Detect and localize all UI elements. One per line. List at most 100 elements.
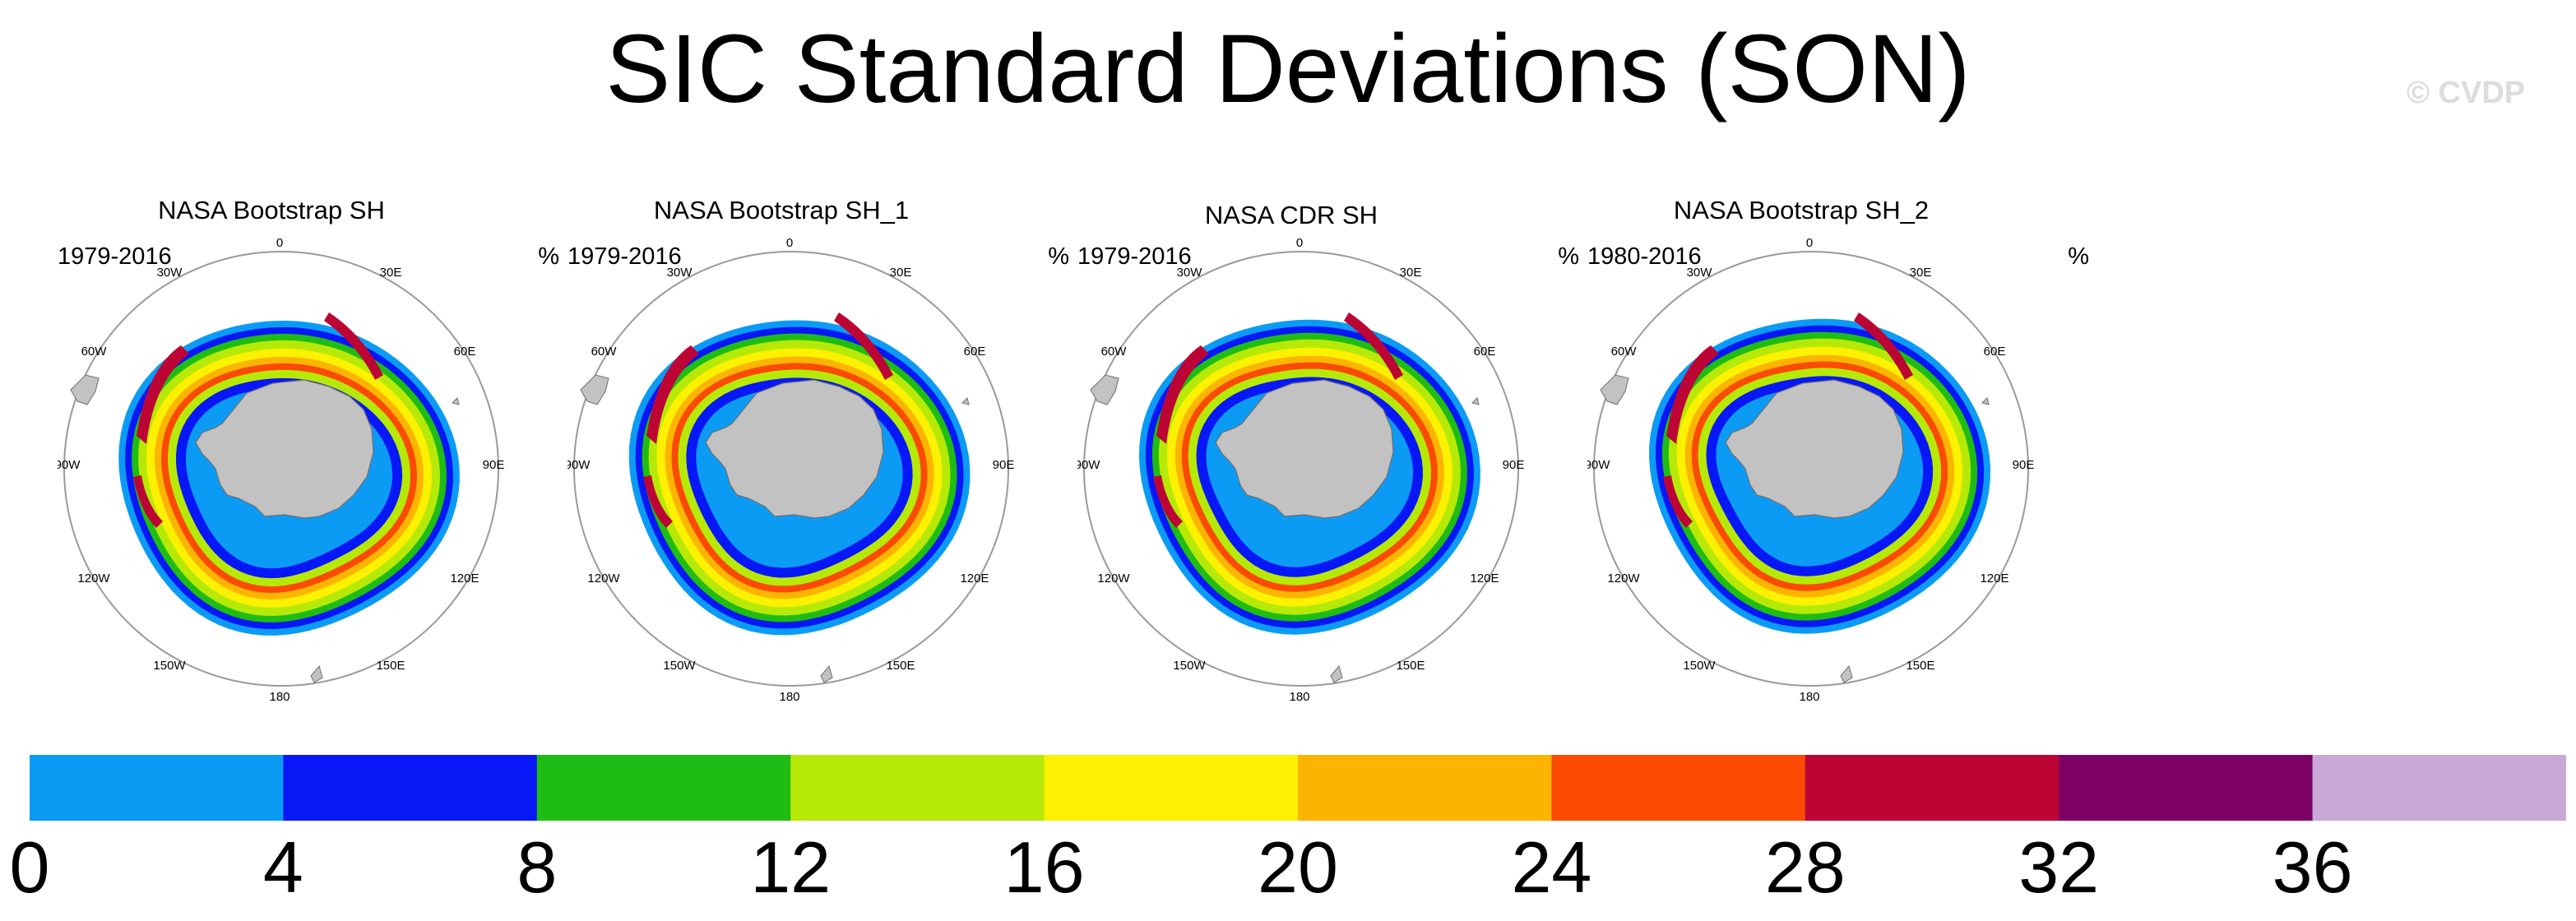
- map-panel: NASA Bootstrap SH_1 1979-2016 % 0 30E 60E 9…: [568, 189, 1077, 715]
- map-panel: NASA CDR SH 1979-2016 % 0 30E 60E 90E 120E 15…: [1077, 189, 1587, 715]
- longitude-label: 150W: [153, 659, 186, 673]
- sic-maximum-west: [137, 345, 189, 444]
- map-boundary: [1593, 251, 2029, 687]
- longitude-label: 150E: [1396, 659, 1425, 673]
- longitude-label: 90E: [1503, 458, 1525, 472]
- sic-maximum-east: [324, 312, 383, 380]
- longitude-label: 180: [269, 690, 290, 704]
- longitude-label: 60E: [964, 345, 986, 359]
- new-zealand-landmass: [1330, 664, 1343, 683]
- longitude-label: 150E: [1906, 659, 1934, 673]
- colorbar-segment: [1805, 755, 2059, 821]
- longitude-label: 150E: [886, 659, 915, 673]
- longitude-label: 90E: [993, 458, 1015, 472]
- longitude-label: 90W: [1587, 458, 1610, 472]
- polar-map: 0 30E 60E 90E 120E 150E 180 150W 120W 90W 60W 30W: [568, 236, 1015, 704]
- polar-map: 0 30E 60E 90E 120E 150E 180 150W 120W 90W 60W 30W: [1077, 236, 1525, 704]
- panel-period: 1979-2016: [1077, 243, 1192, 270]
- longitude-label: 30E: [380, 266, 402, 280]
- map-panel: NASA Bootstrap SH_2 1980-2016 % 0 30E 60E 9…: [1587, 189, 2097, 715]
- longitude-label: 0: [786, 236, 793, 250]
- longitude-label: 30E: [890, 266, 912, 280]
- longitude-label: 0: [1806, 236, 1813, 250]
- colorbar-tick-label: 32: [2018, 826, 2100, 908]
- new-zealand-landmass: [820, 664, 833, 683]
- sic-maximum-west: [646, 345, 699, 444]
- longitude-label: 30W: [1687, 266, 1713, 280]
- south-america-landmass: [70, 374, 100, 405]
- island-landmass: [961, 397, 970, 405]
- longitude-label: 90W: [58, 458, 81, 472]
- longitude-label: 90W: [1077, 458, 1100, 472]
- antarctica-landmass: [705, 379, 884, 519]
- sic-maximum-east: [834, 312, 893, 380]
- colorbar-tick-label: 24: [1511, 826, 1592, 908]
- map-boundary: [573, 251, 1009, 687]
- longitude-label: 60E: [454, 345, 476, 359]
- south-america-landmass: [1090, 374, 1119, 405]
- antarctica-landmass: [195, 379, 374, 519]
- colorbar-segment: [2059, 755, 2314, 821]
- sic-maximum-east: [1854, 312, 1913, 380]
- longitude-label: 180: [779, 690, 799, 704]
- colorbar-segment: [790, 755, 1045, 821]
- longitude-label: 180: [1799, 690, 1819, 704]
- new-zealand-landmass: [310, 664, 323, 683]
- longitude-label: 30W: [157, 266, 183, 280]
- sic-maximum-southwest: [1663, 475, 1693, 528]
- panel-units: %: [1558, 243, 1579, 270]
- colorbar-segment: [1298, 755, 1552, 821]
- copyright-watermark: © CVDP: [2407, 76, 2526, 110]
- colorbar-tick-label: 0: [9, 826, 50, 908]
- colorbar-segment: [1551, 755, 1806, 821]
- colorbar-segment: [283, 755, 538, 821]
- colorbar-segment: [2312, 755, 2566, 821]
- longitude-label: 120W: [1097, 572, 1130, 585]
- colorbar-bar: [30, 755, 2566, 821]
- longitude-label: 30W: [667, 266, 693, 280]
- longitude-label: 150W: [1683, 659, 1716, 673]
- map-panel: NASA Bootstrap SH 1979-2016 % 0 30E 60E 90E…: [58, 189, 568, 715]
- colorbar-segment: [30, 755, 284, 821]
- longitude-label: 120E: [1470, 572, 1499, 585]
- longitude-label: 0: [276, 236, 283, 250]
- longitude-label: 60W: [591, 345, 618, 359]
- map-boundary: [63, 251, 499, 687]
- panel-units: %: [2068, 243, 2089, 270]
- longitude-label: 90E: [2013, 458, 2035, 472]
- panel-units: %: [538, 243, 559, 270]
- panel-title: NASA CDR SH: [1204, 201, 1378, 229]
- colorbar-tick-label: 8: [517, 826, 558, 908]
- longitude-label: 120E: [1980, 572, 2008, 585]
- panel-title: NASA Bootstrap SH: [158, 196, 385, 224]
- colorbar-tick-label: 28: [1764, 826, 1846, 908]
- longitude-label: 180: [1289, 690, 1309, 704]
- longitude-label: 120E: [450, 572, 479, 585]
- south-america-landmass: [1600, 374, 1629, 405]
- longitude-label: 0: [1296, 236, 1303, 250]
- longitude-label: 60W: [1611, 345, 1638, 359]
- colorbar-tick-label: 4: [262, 826, 303, 908]
- island-landmass: [452, 397, 460, 405]
- island-landmass: [1981, 397, 1990, 405]
- panel-title: NASA Bootstrap SH_2: [1673, 196, 1930, 224]
- longitude-label: 150W: [663, 659, 696, 673]
- longitude-label: 30E: [1910, 266, 1932, 280]
- sic-maximum-southwest: [133, 475, 163, 528]
- longitude-label: 30E: [1400, 266, 1422, 280]
- longitude-label: 120W: [587, 572, 620, 585]
- map-boundary: [1083, 251, 1519, 687]
- polar-map: 0 30E 60E 90E 120E 150E 180 150W 120W 90W 60W 30W: [58, 236, 504, 704]
- figure-title: SIC Standard Deviations (SON): [605, 15, 1971, 123]
- colorbar-tick-label: 12: [750, 826, 832, 908]
- longitude-label: 30W: [1177, 266, 1203, 280]
- sic-maximum-southwest: [1153, 475, 1183, 528]
- longitude-label: 150W: [1173, 659, 1206, 673]
- panel-period: 1979-2016: [58, 243, 172, 270]
- colorbar-segment: [1044, 755, 1299, 821]
- longitude-label: 60E: [1474, 345, 1496, 359]
- longitude-label: 150E: [376, 659, 405, 673]
- colorbar-tick-label: 16: [1003, 826, 1085, 908]
- panel-period: 1980-2016: [1587, 243, 1702, 270]
- polar-map: 0 30E 60E 90E 120E 150E 180 150W 120W 90W 60W 30W: [1587, 236, 2035, 704]
